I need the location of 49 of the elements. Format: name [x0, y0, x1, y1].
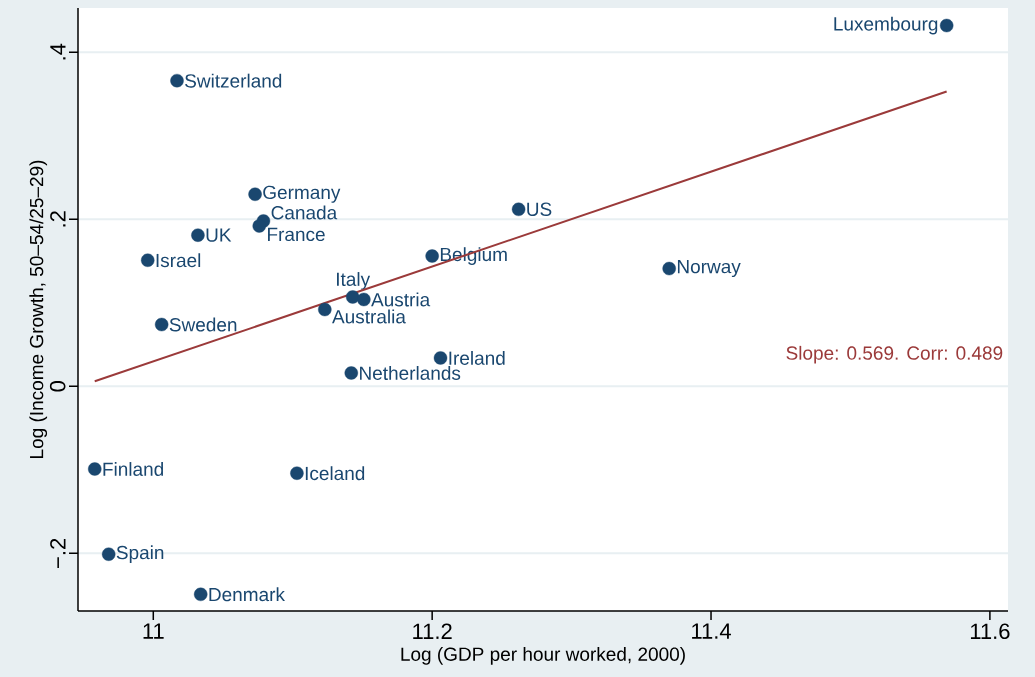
series-label: Denmark — [209, 587, 285, 602]
series-label: Switzerland — [185, 73, 282, 88]
point — [141, 253, 155, 267]
point — [357, 292, 371, 307]
series-label: Austria — [371, 292, 431, 307]
y-tick-label: .2 — [50, 211, 66, 227]
series-label: Netherlands — [360, 365, 461, 380]
series-label: Australia — [332, 309, 406, 324]
x-tick-label: 11.2 — [413, 623, 452, 639]
series-label: UK — [206, 228, 232, 242]
series-label: Norway — [677, 260, 741, 278]
x-axis-title: Log (GDP per hour worked, 2000) — [401, 646, 685, 665]
series-label: Italy — [337, 272, 371, 290]
series-label: Luxembourg — [834, 16, 938, 35]
point — [248, 187, 262, 201]
point — [290, 466, 304, 480]
point — [154, 317, 169, 332]
annotation: Slope: 0.569. Corr: 0.489 — [786, 345, 1003, 364]
point — [252, 219, 266, 233]
x-tick-label: 11.6 — [970, 623, 1010, 640]
series-label: Ireland — [449, 350, 505, 365]
x-tick-label: 11.4 — [692, 623, 731, 639]
series-label: Iceland — [305, 466, 365, 481]
series-label: Israel — [156, 253, 201, 268]
series-label: Finland — [103, 462, 164, 476]
y-axis-title: Log (Income Growth, 50–54/25–29) — [29, 160, 48, 458]
series-label: Germany — [263, 185, 341, 203]
series-label: US — [527, 202, 552, 216]
y-tick-label: 0 — [49, 381, 66, 392]
point — [318, 302, 332, 317]
point — [191, 228, 205, 242]
series-label: Canada — [271, 205, 338, 220]
x-tick-label: 11 — [143, 623, 164, 639]
point — [194, 587, 208, 601]
y-tick-label: .4 — [50, 43, 66, 60]
series-label: Sweden — [169, 317, 237, 332]
series-label: Spain — [116, 545, 164, 564]
point — [101, 547, 116, 561]
point — [345, 290, 360, 304]
point — [170, 73, 184, 88]
point — [88, 462, 102, 476]
point — [939, 18, 954, 33]
point — [433, 351, 448, 365]
point — [511, 202, 526, 216]
point — [344, 366, 358, 380]
y-tick-label: −.2 — [50, 538, 66, 568]
series-label: France — [268, 227, 325, 242]
point — [662, 261, 676, 276]
point — [425, 249, 439, 263]
